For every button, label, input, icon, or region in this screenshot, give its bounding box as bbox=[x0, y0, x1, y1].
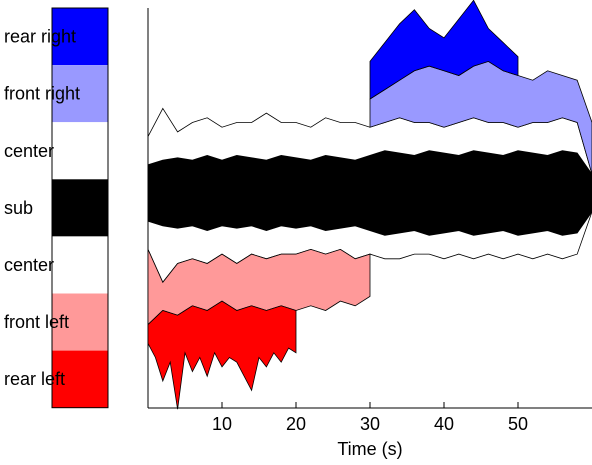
rear-left-band bbox=[147, 300, 297, 410]
legend-swatch bbox=[52, 8, 108, 66]
legend-label: rear left bbox=[4, 369, 65, 389]
legend-label: front right bbox=[4, 84, 80, 104]
legend-swatch bbox=[52, 236, 108, 294]
channel-legend: rear right front right center sub center fron… bbox=[4, 7, 109, 409]
legend-label: center bbox=[4, 141, 54, 161]
legend-swatch bbox=[52, 293, 108, 351]
x-axis-label: Time (s) bbox=[337, 439, 402, 459]
legend-swatch bbox=[52, 65, 108, 123]
legend-border bbox=[51, 7, 109, 409]
x-axis-ticks: 10 20 30 40 50 bbox=[212, 402, 528, 434]
sub-band bbox=[147, 150, 592, 236]
legend-swatch bbox=[52, 350, 108, 408]
x-tick-label: 30 bbox=[360, 414, 380, 434]
plot-area bbox=[147, 0, 592, 410]
legend-swatch bbox=[52, 179, 108, 237]
rear-right-band bbox=[369, 0, 519, 100]
legend-label: front left bbox=[4, 312, 69, 332]
x-tick-label: 20 bbox=[286, 414, 306, 434]
legend-label: center bbox=[4, 255, 54, 275]
x-tick-label: 40 bbox=[434, 414, 454, 434]
legend-label: rear right bbox=[4, 27, 76, 47]
legend-swatch bbox=[52, 122, 108, 180]
x-tick-label: 50 bbox=[508, 414, 528, 434]
x-tick-label: 10 bbox=[212, 414, 232, 434]
legend-label: sub bbox=[4, 198, 33, 218]
